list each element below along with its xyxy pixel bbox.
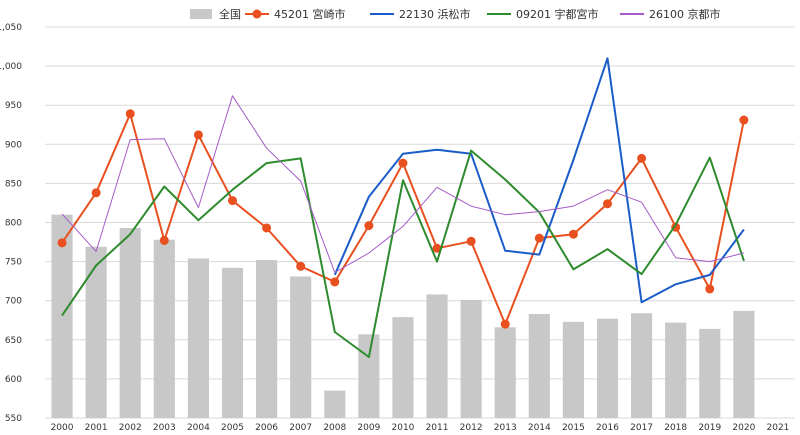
x-tick-label: 2001 [85,423,108,433]
y-tick-label: 550 [5,414,22,424]
bar-national [392,317,414,418]
line-series-3 [61,95,745,273]
y-tick-label: 800 [5,219,22,229]
x-axis-ticks: 2000 2001 2002 2003 2004 2005 2006 2007 2008 2009… [51,423,790,433]
y-axis-ticks: 550 600 650 700 750 800 850 900 950 1,000 1,050 [0,23,22,424]
legend-label: 09201 宇都宮市 [516,7,599,21]
x-tick-label: 2006 [255,423,278,433]
bar-national [699,328,721,418]
y-tick-label: 950 [5,101,22,111]
data-point [296,261,306,271]
x-tick-label: 2005 [221,423,244,433]
x-tick-label: 2011 [426,423,449,433]
legend: 全国 45201 宮崎市 22130 浜松市 09201 宇都宮市 26100 京都市 [190,7,721,21]
line-series-1 [333,57,745,304]
y-tick-label: 650 [5,336,22,346]
x-tick-label: 2018 [664,423,687,433]
bar-national [562,321,584,418]
bar-national [528,313,550,418]
data-point [159,235,169,245]
bar-national [256,260,278,418]
bar-national [85,246,107,418]
data-point [705,284,715,294]
legend-swatch-marker [252,9,262,19]
bar-national [153,239,175,418]
data-point [330,277,340,287]
data-point [534,233,544,243]
bar-national [631,313,653,418]
x-tick-label: 2007 [289,423,312,433]
bar-national [119,227,141,418]
data-point [398,158,408,168]
x-tick-label: 2002 [119,423,142,433]
x-tick-label: 2009 [357,423,380,433]
x-tick-label: 2021 [767,423,790,433]
x-tick-label: 2008 [323,423,346,433]
line-series-2 [61,149,745,358]
bar-national [665,322,687,418]
bar-national [221,267,244,418]
bar-national [324,390,346,418]
bar-national [187,258,209,418]
x-tick-label: 2000 [51,423,74,433]
data-point [739,115,749,125]
line-series-0 [57,109,749,329]
data-point [262,223,272,233]
x-tick-label: 2010 [392,423,415,433]
legend-swatch-bar [190,9,212,19]
x-tick-label: 2020 [732,423,755,433]
y-tick-label: 900 [5,140,22,150]
x-tick-label: 2013 [494,423,517,433]
y-tick-label: 700 [5,297,22,307]
data-point [568,229,578,239]
bar-national [51,214,73,418]
x-tick-label: 2019 [698,423,721,433]
series-line [333,57,745,304]
bar-national [460,299,482,418]
data-point [193,130,203,140]
data-point [57,238,67,248]
x-tick-label: 2004 [187,423,210,433]
y-tick-label: 1,000 [0,62,22,72]
bar-national [426,294,448,418]
x-tick-label: 2014 [528,423,551,433]
legend-label: 全国 [219,7,241,21]
y-tick-label: 600 [5,375,22,385]
bar-national [290,276,312,418]
data-point [603,199,612,209]
data-point [500,319,510,329]
data-point [364,221,374,231]
y-tick-label: 750 [5,258,22,268]
x-tick-label: 2003 [153,423,176,433]
legend-label: 26100 京都市 [649,7,721,21]
data-point [637,153,647,163]
bar-national [596,318,619,418]
x-tick-label: 2015 [562,423,585,433]
data-point [91,188,101,198]
y-tick-label: 850 [5,179,22,189]
x-tick-label: 2016 [596,423,619,433]
y-tick-label: 1,050 [0,23,22,33]
data-point [125,109,135,119]
data-point [228,196,237,206]
line-series-group [57,57,749,358]
bar-national [733,310,755,418]
series-line [61,149,745,358]
x-tick-label: 2012 [460,423,483,433]
legend-label: 22130 浜松市 [399,7,471,21]
bar-national [494,327,516,418]
bar-series-national [51,214,755,418]
data-point [432,243,442,253]
x-tick-label: 2017 [630,423,653,433]
data-point [466,236,476,246]
legend-label: 45201 宮崎市 [274,7,346,21]
series-line [61,95,745,273]
bar-national [358,334,380,418]
